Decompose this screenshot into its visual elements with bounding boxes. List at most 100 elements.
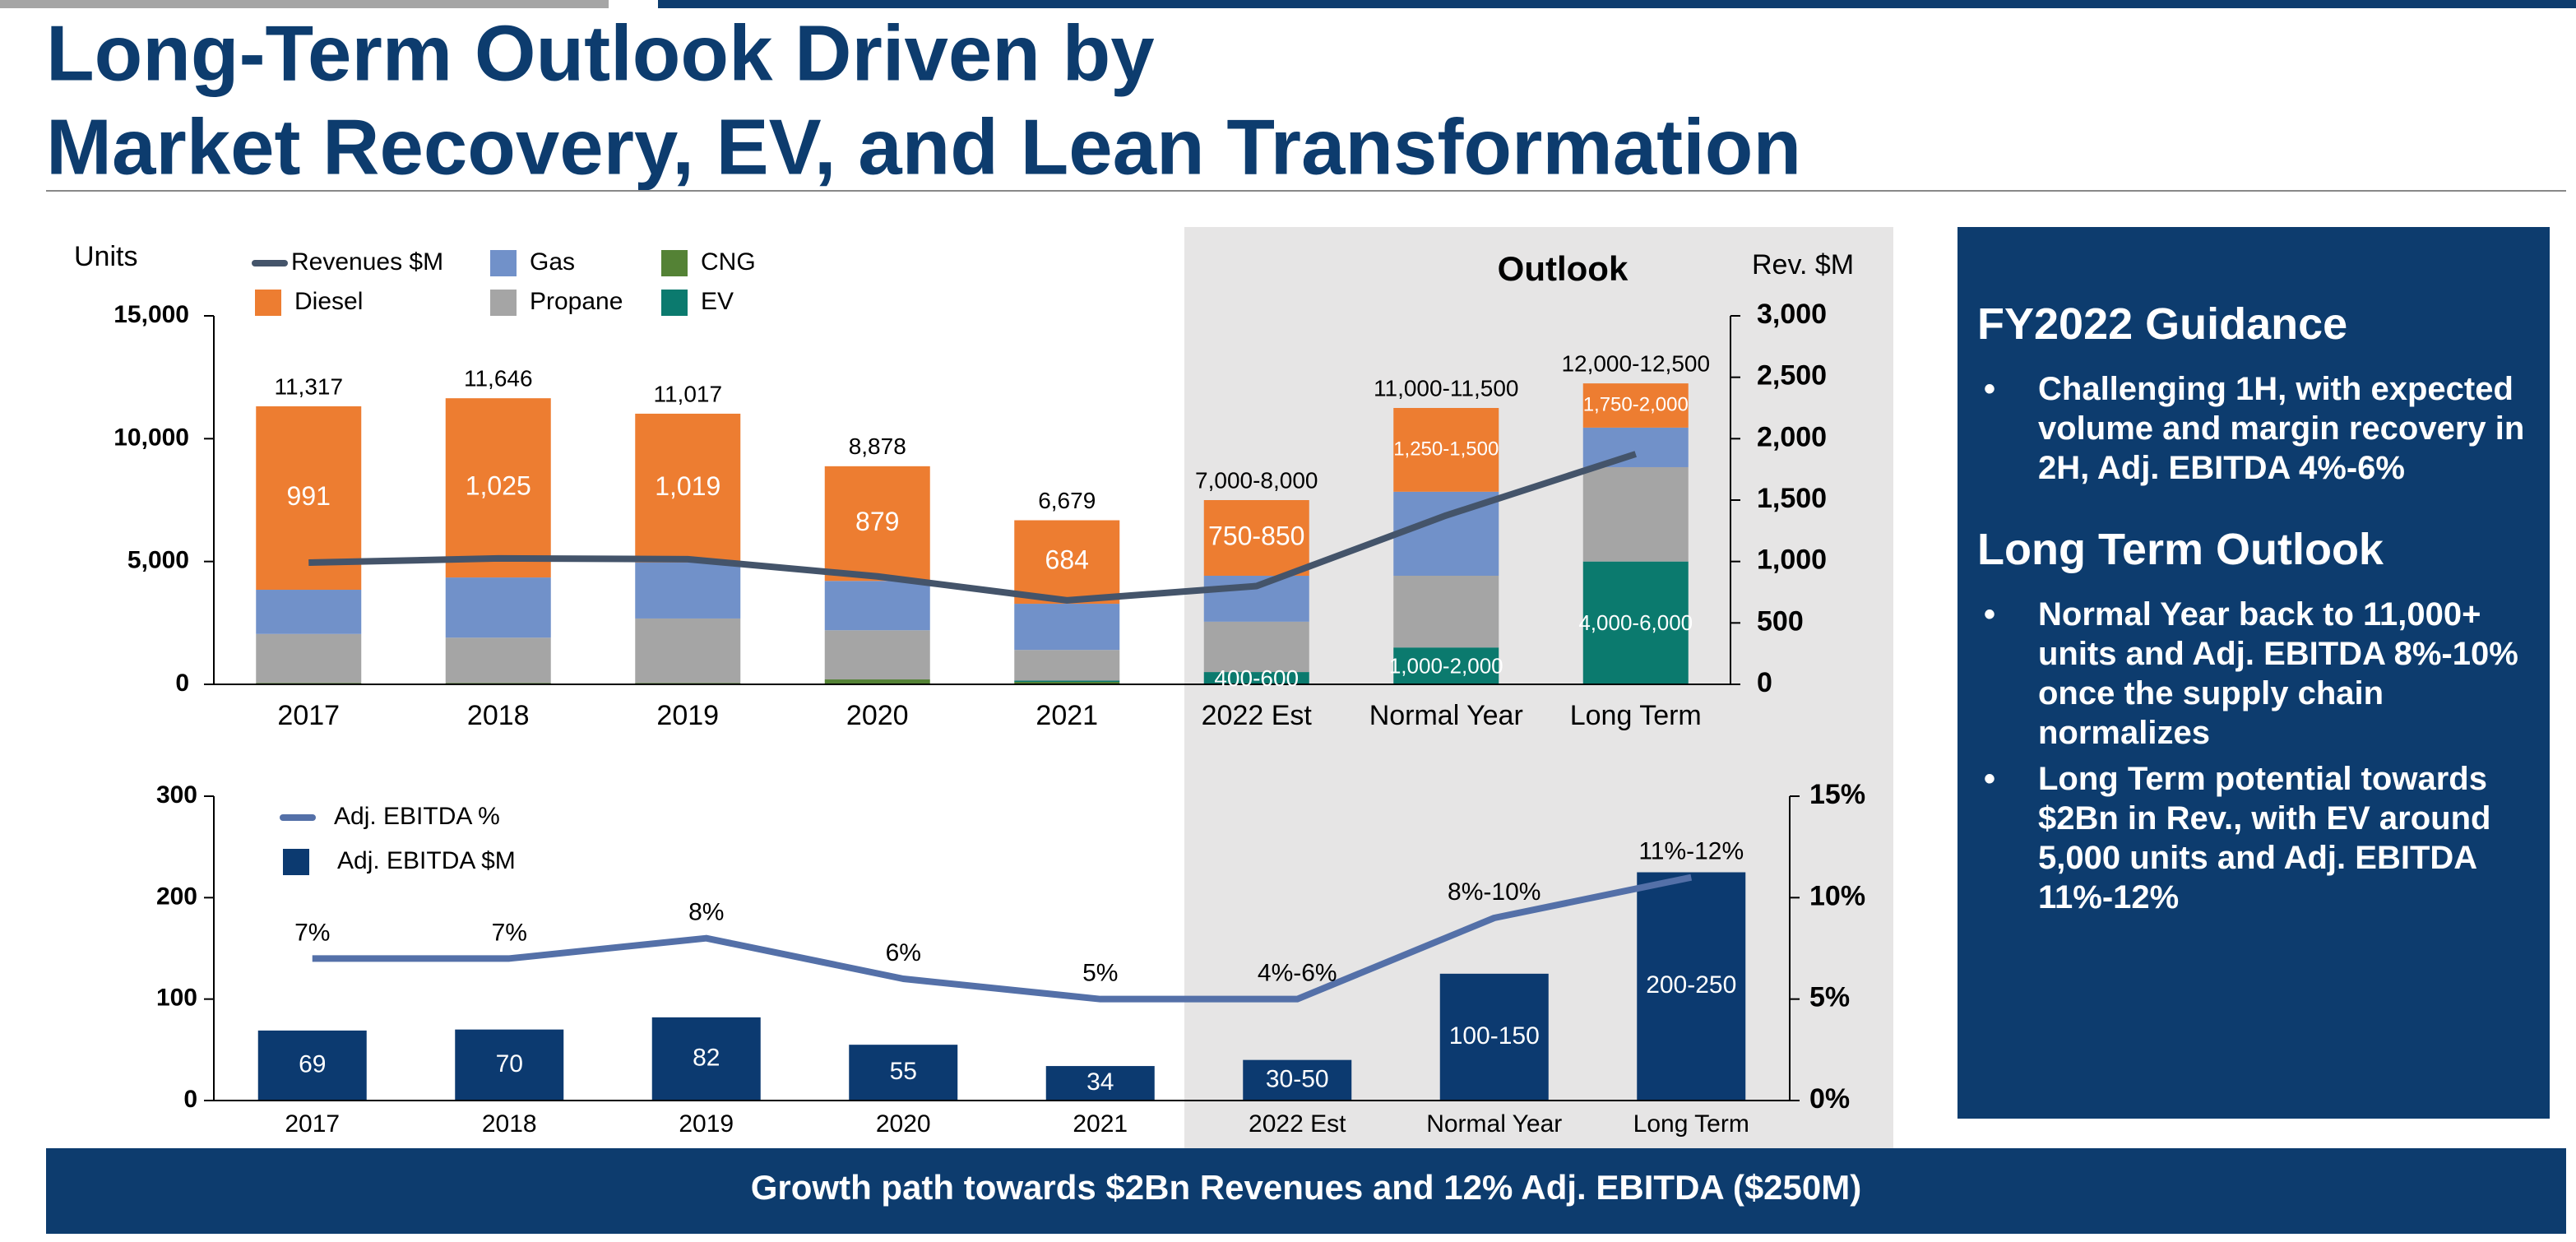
bar-segment [1582, 383, 1689, 428]
bar-segment [635, 618, 741, 684]
bar-segment [1393, 408, 1499, 492]
total-label: 12,000-12,500 [1561, 351, 1710, 377]
legend-label: Adj. EBITDA % [334, 803, 500, 830]
y2-tick-label: 2,500 [1757, 360, 1827, 392]
x-tick-label: 2021 [1073, 1110, 1128, 1138]
total-label: 11,017 [653, 381, 722, 406]
y2-tick-label: 500 [1757, 605, 1804, 637]
y-tick-label: 10,000 [114, 424, 189, 451]
legend-swatch [490, 290, 517, 316]
bar-segment [455, 1029, 564, 1101]
sidebar-heading: Long Term Outlook [1977, 525, 2384, 574]
value-label: 11%-12% [1638, 838, 1744, 865]
x-tick-label: 2022 Est [1202, 700, 1313, 731]
top-strip [0, 0, 609, 8]
value-label: 1,025 [466, 471, 531, 501]
bar-segment [1637, 872, 1746, 1101]
y-tick-label: 15,000 [114, 301, 189, 328]
value-label: 100-150 [1449, 1022, 1540, 1050]
y-tick-label: 0 [175, 670, 189, 697]
sidebar-heading: FY2022 Guidance [1977, 299, 2348, 349]
bar-segment [1014, 680, 1120, 683]
y2-tick-label: 3,000 [1757, 299, 1827, 330]
bullet: Long Term potential towards $2Bn in Rev.… [1977, 760, 2527, 918]
x-tick-label: Normal Year [1369, 700, 1523, 731]
total-label: 11,646 [464, 366, 533, 392]
x-tick-label: Long Term [1570, 700, 1702, 731]
y-tick-label: 100 [156, 985, 197, 1012]
y-tick-label: 5,000 [127, 547, 189, 574]
total-label: 11,317 [274, 373, 343, 399]
value-label: 70 [496, 1050, 523, 1077]
x-tick-label: 2019 [679, 1110, 734, 1138]
bar-segment [1582, 466, 1689, 562]
x-tick-label: 2020 [876, 1110, 931, 1138]
y-axis-label: Units [74, 241, 137, 272]
y2-tick-label: 2,000 [1757, 421, 1827, 452]
value-label: 200-250 [1646, 971, 1736, 999]
bar-segment [1203, 621, 1309, 673]
value-label: 879 [855, 507, 899, 536]
y2-tick-label: 1,000 [1757, 545, 1827, 576]
top-strip [658, 0, 2576, 8]
value-label: 6% [886, 939, 921, 966]
value-label: 34 [1086, 1068, 1114, 1096]
x-tick-label: 2017 [285, 1110, 340, 1138]
bar-segment [1243, 1059, 1352, 1101]
value-label: 4,000-6,000 [1578, 610, 1693, 635]
legend-swatch [661, 290, 688, 316]
bar-segment [445, 577, 551, 638]
bar-segment [1014, 650, 1120, 681]
value-label: 400-600 [1214, 665, 1299, 691]
value-label: 1,250-1,500 [1393, 438, 1499, 460]
x-tick-label: 2021 [1035, 700, 1098, 731]
y-tick-label: 200 [156, 883, 197, 910]
legend-label: Adj. EBITDA $M [337, 847, 516, 874]
value-label: 1,019 [655, 471, 720, 501]
outlook-label: Outlook [1498, 249, 1629, 288]
value-label: 4%-6% [1258, 960, 1337, 987]
x-tick-label: Long Term [1633, 1110, 1749, 1138]
value-label: 1,750-2,000 [1583, 393, 1689, 415]
value-label: 5% [1082, 960, 1118, 987]
legend-label: CNG [701, 248, 756, 276]
bar-segment [635, 562, 741, 619]
bullet-list: Challenging 1H, with expected volume and… [1977, 370, 2527, 489]
bar-segment [824, 581, 930, 631]
bar-segment [635, 413, 741, 563]
bar-segment [445, 637, 551, 684]
value-label: 7% [492, 919, 527, 946]
y-tick-label: 300 [156, 781, 197, 809]
bar-segment [824, 630, 930, 680]
bar-segment [1014, 604, 1120, 651]
x-tick-label: 2022 Est [1249, 1110, 1346, 1138]
legend-label: Gas [530, 248, 575, 276]
bar-segment [1014, 682, 1120, 684]
x-tick-label: 2018 [482, 1110, 537, 1138]
total-label: 11,000-11,500 [1374, 375, 1518, 401]
x-tick-label: Normal Year [1426, 1110, 1562, 1138]
value-label: 750-850 [1208, 521, 1304, 550]
bar-segment [1582, 561, 1689, 684]
legend-label: Diesel [294, 288, 363, 315]
title: Long-Term Outlook Driven by [46, 9, 1155, 97]
total-label: 6,679 [1038, 488, 1096, 513]
y2-tick-label: 1,500 [1757, 483, 1827, 514]
bar-segment [1014, 520, 1120, 605]
footer: Growth path towards $2Bn Revenues and 12… [46, 1148, 2566, 1234]
legend-label: EV [701, 288, 734, 315]
legend-label: Revenues $M [291, 248, 443, 276]
value-label: 8% [688, 899, 724, 926]
bullet: Normal Year back to 11,000+ units and Ad… [1977, 596, 2527, 753]
bar-segment [1393, 575, 1499, 648]
value-label: 55 [890, 1058, 917, 1085]
y2-axis-label: Rev. $M [1752, 249, 1854, 280]
line-series [308, 451, 1637, 604]
line-series [312, 874, 1693, 1003]
bar-segment [1203, 672, 1309, 684]
bar-segment [1393, 647, 1499, 684]
y2-tick-label: 15% [1809, 779, 1865, 810]
value-label: 991 [287, 481, 331, 511]
value-label: 82 [693, 1044, 720, 1071]
legend-swatch [490, 250, 517, 276]
